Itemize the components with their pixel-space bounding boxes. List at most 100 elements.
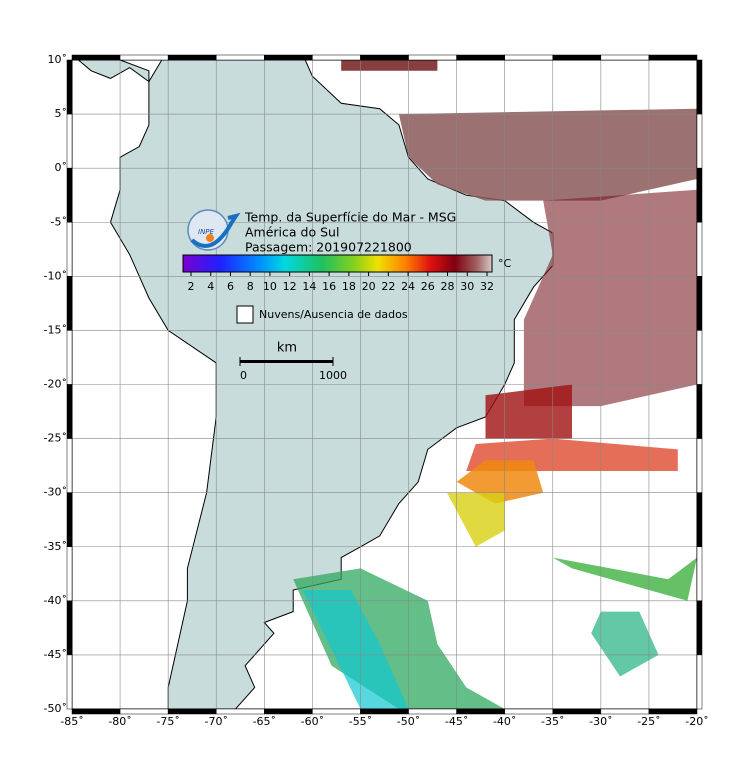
lon-tick-label: -20˚ — [685, 715, 708, 728]
lon-tick-label: -30˚ — [589, 715, 612, 728]
frame-segment — [552, 54, 602, 61]
lat-tick-label: -20˚ — [44, 378, 67, 391]
frame-segment — [696, 113, 703, 169]
frame-segment — [360, 54, 409, 61]
logo-text: INPE — [198, 228, 215, 236]
map-body — [72, 60, 697, 709]
frame-segment — [504, 54, 554, 61]
colorbar-tick-label: 20 — [362, 280, 376, 293]
legend-swatch — [236, 305, 254, 324]
colorbar-tick-label: 32 — [480, 280, 494, 293]
lon-tick-label: -65˚ — [253, 715, 276, 728]
frame-segment — [648, 708, 698, 715]
colorbar-tick-label: 14 — [302, 280, 316, 293]
frame-segment — [66, 384, 73, 439]
colorbar-tick-label: 16 — [322, 280, 336, 293]
lon-tick-label: -70˚ — [204, 715, 227, 728]
colorbar-tick-label: 8 — [247, 280, 254, 293]
frame-segment — [600, 708, 650, 715]
colorbar-tick-label: 2 — [188, 280, 195, 293]
frame-segment — [119, 54, 169, 61]
frame-segment — [408, 708, 457, 715]
lat-tick-label: -35˚ — [44, 540, 67, 553]
lat-tick-label: -40˚ — [44, 594, 67, 607]
sst-patch — [523, 189, 697, 407]
lon-tick-label: -80˚ — [108, 715, 131, 728]
lon-tick-label: -35˚ — [541, 715, 564, 728]
legend-label: Nuvens/Ausencia de dados — [259, 308, 408, 321]
frame-segment — [648, 54, 698, 61]
frame-segment — [696, 222, 703, 277]
frame-segment — [215, 708, 265, 715]
frame-segment — [66, 492, 73, 547]
frame-segment — [119, 708, 169, 715]
frame-segment — [312, 708, 361, 715]
colorbar-tick-label: 6 — [227, 280, 234, 293]
sst-patch — [552, 557, 697, 601]
frame-segment — [66, 113, 73, 169]
sst-patch — [591, 611, 659, 677]
subtitle: América do Sul — [245, 225, 339, 240]
frame-segment — [552, 708, 602, 715]
frame-segment — [264, 54, 313, 61]
frame-segment — [66, 654, 73, 710]
scale-tick-label: 1000 — [319, 369, 347, 382]
frame-segment — [167, 708, 217, 715]
frame-segment — [504, 708, 554, 715]
lat-tick-label: -30˚ — [44, 486, 67, 499]
lon-tick-label: -60˚ — [301, 715, 324, 728]
lon-tick-label: -75˚ — [156, 715, 179, 728]
lon-tick-label: -55˚ — [349, 715, 372, 728]
title: Temp. da Superfície do Mar - MSG — [244, 210, 456, 225]
frame-segment — [696, 600, 703, 656]
frame-segment — [408, 54, 457, 61]
colorbar-tick-label: 12 — [283, 280, 297, 293]
colorbar-unit: °C — [498, 257, 512, 270]
colorbar-tick-label: 24 — [401, 280, 415, 293]
lon-tick-label: -45˚ — [445, 715, 468, 728]
frame-segment — [66, 222, 73, 277]
colorbar-tick-label: 18 — [342, 280, 356, 293]
lon-tick-label: -50˚ — [397, 715, 420, 728]
frame-segment — [456, 708, 505, 715]
scale-unit: km — [277, 341, 297, 356]
lat-tick-label: 10˚ — [48, 53, 68, 66]
colorbar-tick-label: 4 — [207, 280, 214, 293]
frame-segment — [696, 492, 703, 547]
sst-patch — [341, 60, 438, 71]
logo-swoosh — [190, 212, 241, 248]
scale-tick-label: 0 — [240, 369, 247, 382]
frame-segment — [360, 708, 409, 715]
frame-segment — [696, 59, 703, 115]
lat-tick-label: 5˚ — [55, 107, 68, 120]
frame-segment — [264, 708, 313, 715]
overlay: INPE Temp. da Superfície do Mar - MSG Am… — [182, 209, 512, 382]
colorbar-tick-label: 10 — [263, 280, 277, 293]
scale-bar — [240, 360, 333, 363]
frame-segment — [66, 330, 73, 385]
lat-tick-label: -15˚ — [44, 323, 67, 336]
colorbar-tick-label: 28 — [441, 280, 455, 293]
frame-segment — [66, 600, 73, 656]
subtitle: Passagem: 201907221800 — [245, 240, 412, 255]
frame-segment — [66, 438, 73, 493]
frame-segment — [696, 330, 703, 385]
frame-segment — [696, 438, 703, 493]
lat-tick-label: 0˚ — [55, 161, 68, 174]
frame-segment — [71, 708, 121, 715]
lat-tick-label: -10˚ — [44, 269, 67, 282]
frame-segment — [600, 54, 650, 61]
frame-segment — [696, 276, 703, 331]
land — [77, 60, 150, 83]
colorbar — [182, 254, 493, 273]
frame-segment — [696, 167, 703, 223]
frame-segment — [66, 276, 73, 331]
frame-segment — [167, 54, 217, 61]
lat-tick-label: -25˚ — [44, 432, 67, 445]
lat-tick-label: -50˚ — [44, 702, 67, 715]
lat-tick-label: -5˚ — [51, 215, 67, 228]
sst-patch — [485, 384, 572, 439]
frame-segment — [66, 59, 73, 115]
sst-patch — [447, 492, 505, 547]
